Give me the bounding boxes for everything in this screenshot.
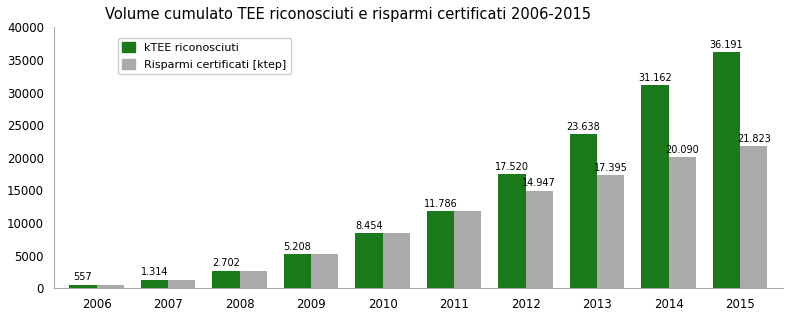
Text: 14.947: 14.947	[522, 178, 556, 189]
Bar	[668, 157, 696, 288]
Bar	[168, 280, 195, 288]
Bar	[70, 285, 96, 288]
Legend: kTEE riconosciuti, Risparmi certificati [ktep]: kTEE riconosciuti, Risparmi certificati …	[118, 38, 291, 74]
Bar	[498, 174, 525, 288]
Bar	[597, 175, 624, 288]
Text: Volume cumulato TEE riconosciuti e risparmi certificati 2006-2015: Volume cumulato TEE riconosciuti e rispa…	[105, 7, 591, 22]
Text: 17.395: 17.395	[594, 162, 628, 173]
Bar	[570, 134, 597, 288]
Text: 17.520: 17.520	[495, 162, 529, 172]
Bar	[454, 211, 481, 288]
Text: 36.191: 36.191	[709, 40, 743, 50]
Bar	[525, 191, 553, 288]
Text: 8.454: 8.454	[356, 221, 383, 231]
Text: 20.090: 20.090	[665, 145, 699, 155]
Bar	[284, 254, 311, 288]
Text: 2.702: 2.702	[212, 259, 240, 268]
Bar	[713, 52, 740, 288]
Bar	[427, 211, 454, 288]
Bar	[311, 254, 338, 288]
Text: 31.162: 31.162	[638, 73, 672, 83]
Text: 21.823: 21.823	[737, 134, 771, 144]
Text: 557: 557	[73, 273, 92, 282]
Text: 5.208: 5.208	[284, 242, 311, 252]
Bar	[141, 280, 168, 288]
Bar	[740, 146, 767, 288]
Bar	[213, 271, 239, 288]
Bar	[382, 233, 410, 288]
Text: 23.638: 23.638	[566, 122, 600, 132]
Bar	[641, 85, 668, 288]
Text: 11.786: 11.786	[423, 199, 457, 209]
Bar	[239, 271, 267, 288]
Text: 1.314: 1.314	[141, 267, 168, 278]
Bar	[96, 285, 124, 288]
Bar	[356, 233, 382, 288]
